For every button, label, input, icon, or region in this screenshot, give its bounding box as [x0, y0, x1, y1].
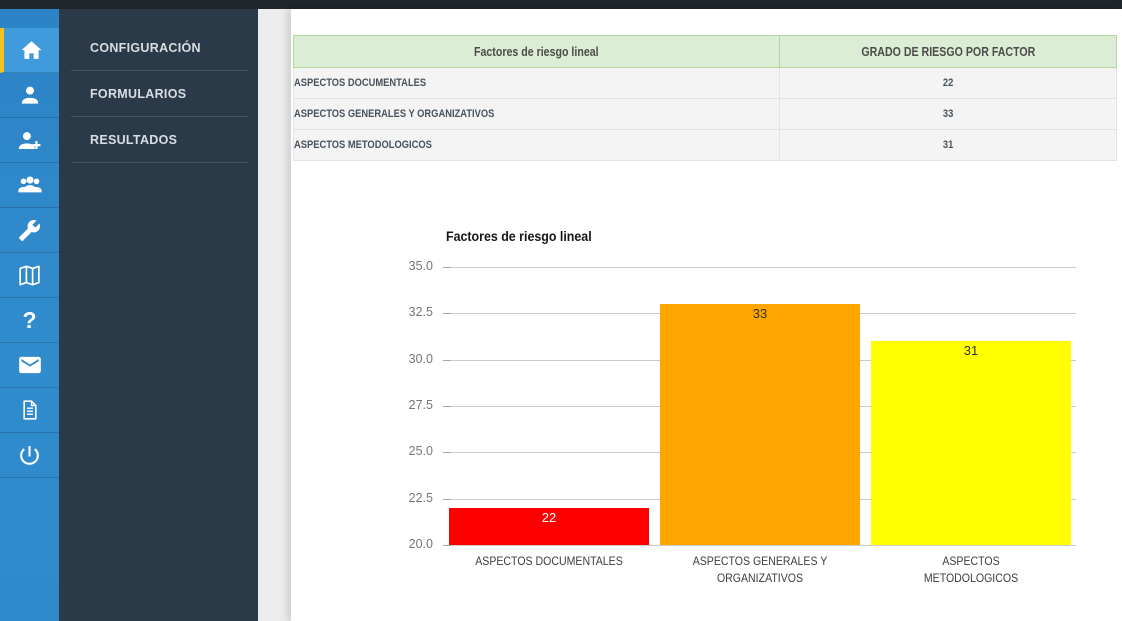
bar[interactable] [871, 341, 1071, 545]
y-axis-tick-label: 27.5 [408, 398, 433, 412]
nav-item-label: CONFIGURACIÓN [90, 41, 201, 55]
map-icon [19, 265, 40, 285]
bar[interactable] [449, 508, 649, 545]
nav-item-label: FORMULARIOS [90, 87, 187, 101]
sidebar-icon-map[interactable] [0, 253, 59, 298]
icon-sidebar: ? [0, 9, 59, 621]
y-axis-tick-label: 22.5 [408, 491, 433, 505]
nav-separator [71, 162, 248, 163]
value-cell: 22 [779, 67, 1117, 99]
nav-sidebar: CONFIGURACIÓN FORMULARIOS RESULTADOS [59, 9, 258, 621]
sidebar-icon-users-group[interactable] [0, 163, 59, 208]
wrench-icon [18, 219, 41, 241]
axis-tick [443, 360, 451, 361]
gridline [443, 267, 1076, 268]
value-cell: 33 [779, 98, 1117, 130]
y-axis-tick-label: 25.0 [408, 444, 433, 458]
table-row: ASPECTOS GENERALES Y ORGANIZATIVOS 33 [293, 98, 1117, 130]
axis-tick [443, 545, 451, 546]
user-add-icon [18, 131, 41, 149]
mail-icon [18, 356, 41, 374]
sidebar-icon-mail[interactable] [0, 343, 59, 388]
factor-cell: ASPECTOS DOCUMENTALES [293, 67, 780, 99]
nav-item-formularios[interactable]: FORMULARIOS [59, 71, 258, 117]
sidebar-icon-user-add[interactable] [0, 118, 59, 163]
y-axis-tick-label: 35.0 [408, 259, 433, 273]
users-group-icon [17, 176, 42, 193]
document-icon [22, 400, 37, 420]
nav-item-resultados[interactable]: RESULTADOS [59, 117, 258, 163]
bar-value-label: 33 [752, 306, 768, 321]
y-axis-tick-label: 20.0 [408, 537, 433, 551]
table-row: ASPECTOS METODOLOGICOS 31 [293, 129, 1117, 161]
sidebar-icon-help[interactable]: ? [0, 298, 59, 343]
factor-cell: ASPECTOS METODOLOGICOS [293, 129, 780, 161]
sidebar-icon-home[interactable] [0, 28, 59, 73]
axis-tick [443, 267, 451, 268]
x-axis-label: ASPECTOS METODOLOGICOS [923, 554, 1019, 585]
factor-cell: ASPECTOS GENERALES Y ORGANIZATIVOS [293, 98, 780, 130]
nav-item-label: RESULTADOS [90, 133, 178, 147]
table-row: ASPECTOS DOCUMENTALES 22 [293, 67, 1117, 99]
nav-item-configuracion[interactable]: CONFIGURACIÓN [59, 25, 258, 71]
value-cell: 31 [779, 129, 1117, 161]
x-axis-label: ASPECTOS GENERALES Y ORGANIZATIVOS [692, 554, 828, 585]
risk-factors-table: Factores de riesgo lineal GRADO DE RIESG… [293, 35, 1117, 161]
sidebar-icon-power[interactable] [0, 433, 59, 478]
power-icon [20, 445, 39, 465]
content-card: Factores de riesgo lineal GRADO DE RIESG… [291, 9, 1122, 621]
top-bar [0, 0, 1122, 9]
axis-tick [443, 406, 451, 407]
axis-tick [443, 452, 451, 453]
nav-separator [71, 116, 248, 117]
bar-value-label: 22 [541, 510, 557, 525]
y-axis-tick-label: 30.0 [408, 352, 433, 366]
bar-value-label: 31 [963, 343, 979, 358]
axis-tick [443, 313, 451, 314]
user-icon [21, 86, 38, 104]
nav-separator [71, 70, 248, 71]
sidebar-icon-wrench[interactable] [0, 208, 59, 253]
home-icon [21, 40, 42, 59]
bar[interactable] [660, 304, 860, 545]
help-icon: ? [22, 306, 37, 333]
axis-tick [443, 499, 451, 500]
sidebar-icon-document[interactable] [0, 388, 59, 433]
chart-title: Factores de riesgo lineal [446, 229, 592, 244]
sidebar-icon-user[interactable] [0, 73, 59, 118]
bar-chart: Factores de riesgo lineal 35.0 32.5 30.0 27… [291, 9, 1122, 621]
y-axis-tick-label: 32.5 [408, 305, 433, 319]
x-axis-label: ASPECTOS DOCUMENTALES [475, 554, 623, 568]
gridline [443, 545, 1076, 546]
